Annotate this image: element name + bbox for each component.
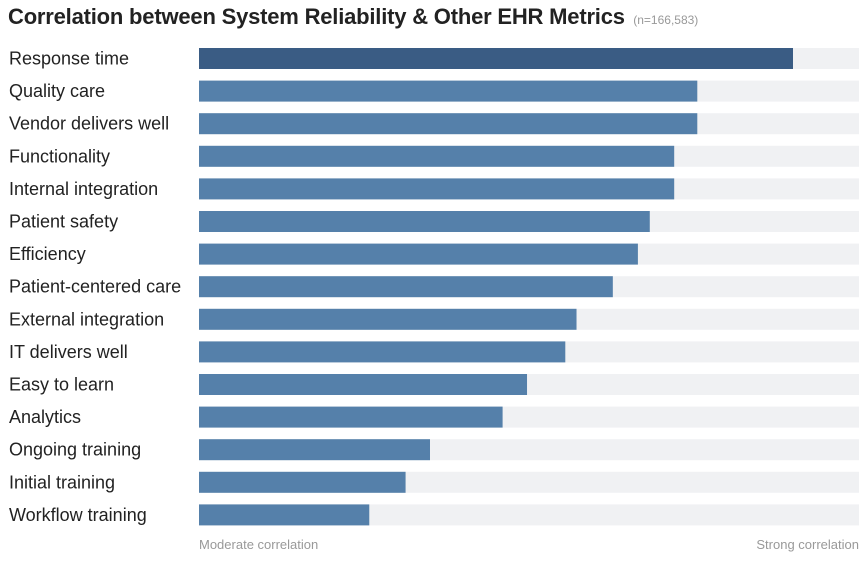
axis-left-label: Moderate correlation (199, 537, 318, 552)
bar-external-integration (199, 308, 577, 330)
bar-ongoing-training (199, 439, 430, 461)
bar-functionality (199, 145, 675, 167)
bar-internal-integration (199, 178, 675, 200)
category-label-ongoing-training: Ongoing training (9, 440, 141, 460)
category-label-initial-training: Initial training (9, 472, 115, 492)
category-label-quality-care: Quality care (9, 81, 105, 101)
bar-vendor-delivers-well (199, 113, 698, 135)
category-label-workflow-training: Workflow training (9, 505, 147, 525)
bar-analytics (199, 406, 503, 428)
bar-group: Response time Quality care Vendor delivers… (9, 48, 859, 526)
category-label-vendor-delivers-well: Vendor delivers well (9, 114, 169, 134)
category-label-efficiency: Efficiency (9, 244, 86, 264)
bar-patient-centered-care (199, 276, 613, 298)
bar-easy-to-learn (199, 374, 528, 395)
bar-initial-training (199, 471, 406, 493)
category-label-patient-safety: Patient safety (9, 212, 118, 232)
bar-it-delivers-well (199, 341, 566, 363)
bar-response-time (199, 48, 793, 69)
category-label-patient-centered-care: Patient-centered care (9, 277, 181, 297)
category-label-easy-to-learn: Easy to learn (9, 375, 114, 395)
category-label-external-integration: External integration (9, 309, 164, 329)
category-label-internal-integration: Internal integration (9, 179, 158, 199)
chart-title-row: Correlation between System Reliability &… (8, 4, 698, 30)
chart-title: Correlation between System Reliability &… (8, 4, 625, 29)
chart-subtitle: (n=166,583) (633, 13, 699, 27)
bar-quality-care (199, 80, 698, 102)
bar-patient-safety (199, 211, 650, 232)
bar-workflow-training (199, 504, 370, 526)
category-label-response-time: Response time (9, 49, 129, 69)
axis-right-label: Strong correlation (756, 537, 859, 552)
category-label-it-delivers-well: IT delivers well (9, 342, 128, 362)
category-label-functionality: Functionality (9, 146, 110, 166)
category-label-analytics: Analytics (9, 407, 81, 427)
bar-efficiency (199, 243, 638, 265)
